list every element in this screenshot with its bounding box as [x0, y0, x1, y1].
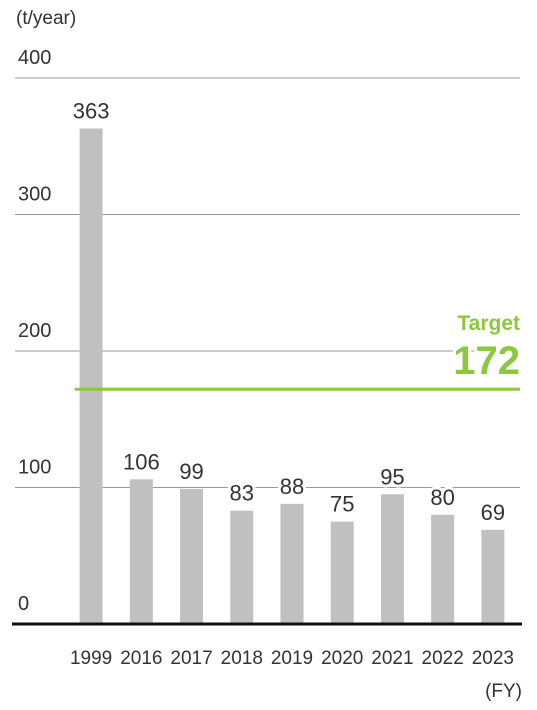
value-label: 363: [73, 99, 110, 124]
y-axis-label: (t/year): [16, 8, 76, 29]
value-label: 99: [179, 459, 203, 484]
bar: [230, 510, 254, 624]
bar: [481, 529, 505, 624]
bar: [380, 494, 404, 624]
bar: [431, 514, 455, 624]
value-label: 88: [280, 474, 304, 499]
x-tick-label: 2020: [321, 648, 363, 669]
x-tick-label: 1999: [70, 648, 112, 669]
value-label: 69: [481, 500, 505, 525]
x-tick-label: 2023: [472, 648, 514, 669]
x-tick-label: 2022: [422, 648, 464, 669]
x-tick-label: 2021: [371, 648, 413, 669]
y-tick-label: 200: [18, 320, 51, 342]
bar: [129, 479, 153, 624]
x-tick-label: 2016: [120, 648, 162, 669]
x-tick-label: 2017: [170, 648, 212, 669]
y-tick-label: 0: [18, 593, 29, 615]
target-label: Target: [457, 312, 520, 335]
value-label: 75: [330, 492, 354, 517]
bar: [280, 503, 304, 624]
x-tick-label: 2019: [271, 648, 313, 669]
x-tick-label: 2018: [221, 648, 263, 669]
y-tick-label: 300: [18, 184, 51, 206]
y-tick-label: 400: [18, 47, 51, 69]
value-label: 80: [430, 485, 454, 510]
y-tick-label: 100: [18, 457, 51, 479]
target-value: 172: [453, 339, 520, 383]
bar: [180, 488, 204, 624]
value-label: 95: [380, 464, 404, 489]
value-label: 83: [230, 481, 254, 506]
x-axis-label: (FY): [485, 681, 522, 702]
bar: [79, 128, 103, 624]
value-label: 106: [123, 449, 160, 474]
bar: [330, 521, 354, 624]
